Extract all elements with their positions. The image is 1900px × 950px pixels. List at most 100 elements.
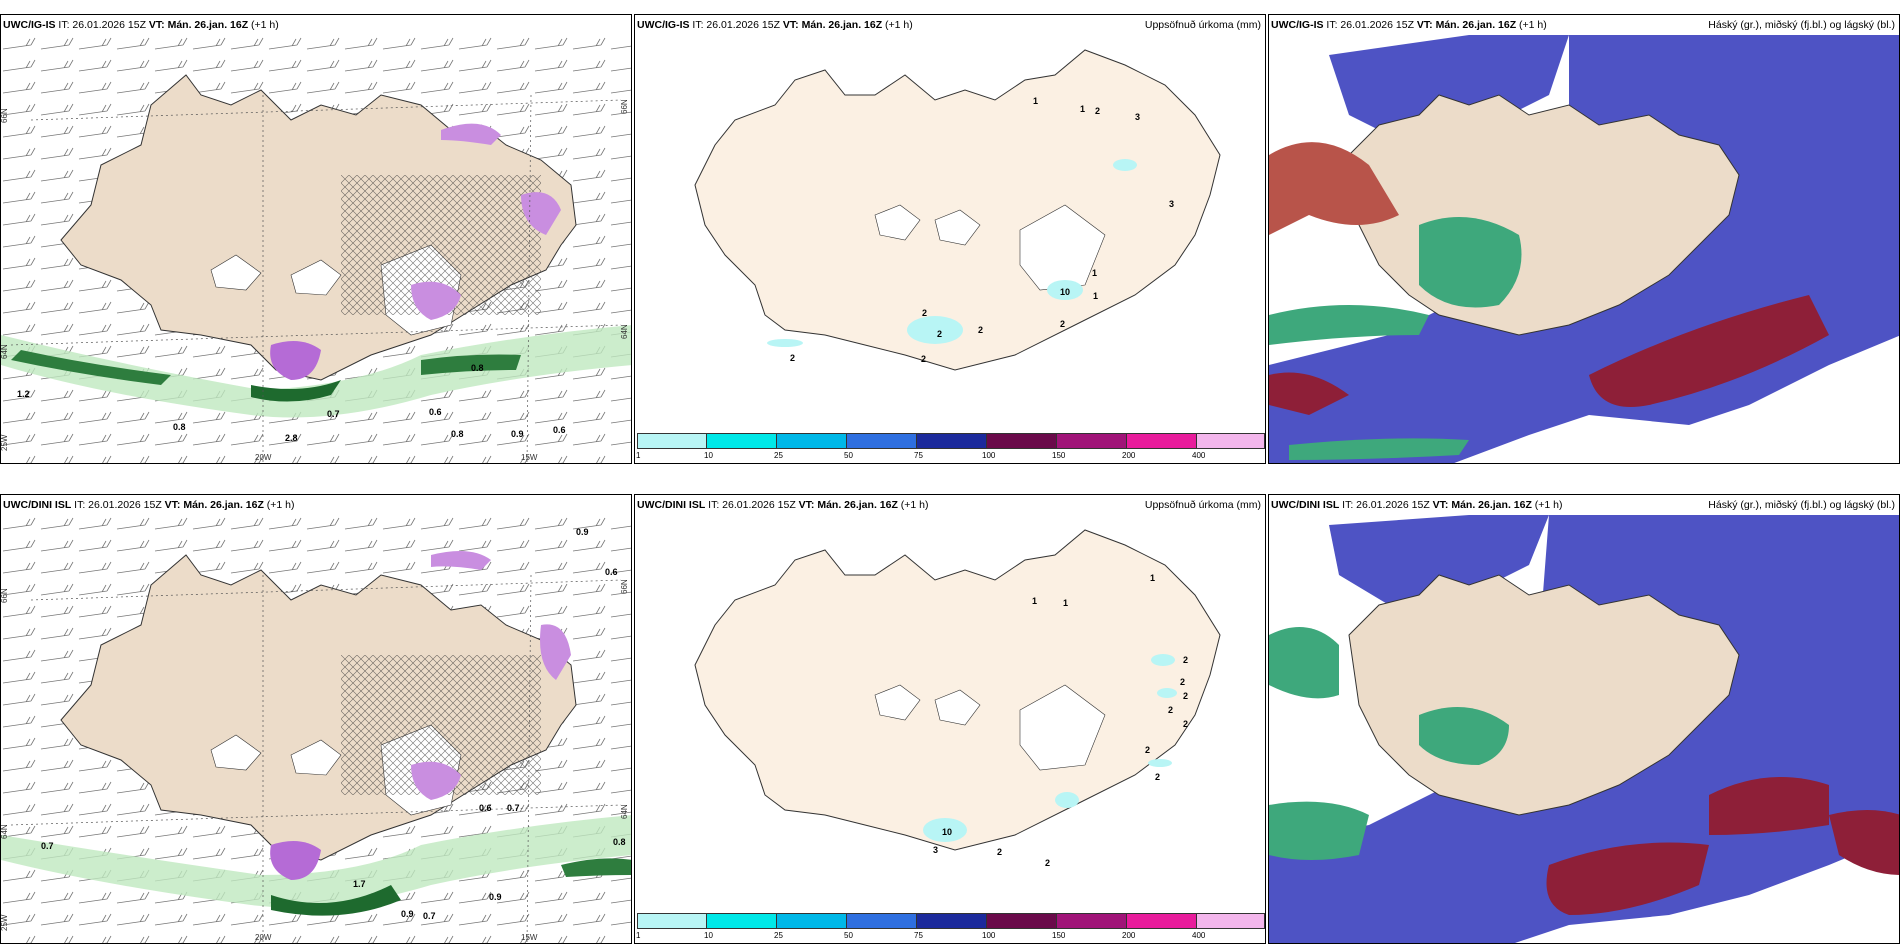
precip-value-label: 2 — [1060, 319, 1065, 329]
wind-value-label: 0.7 — [507, 803, 520, 813]
cloud-panel-row1: UWC/IG-IS IT: 26.01.2026 15Z VT: Mán. 26… — [1268, 14, 1900, 464]
panel-title: UWC/DINI ISL IT: 26.01.2026 15Z VT: Mán.… — [637, 499, 929, 511]
precip-value-label: 1 — [1092, 268, 1097, 278]
panel-title: UWC/IG-IS IT: 26.01.2026 15Z VT: Mán. 26… — [637, 19, 913, 31]
precip-value-label: 2 — [1045, 858, 1050, 868]
precip-value-label: 2 — [997, 847, 1002, 857]
lat-label: 25W — [1, 434, 9, 451]
precip-value-label: 1 — [1063, 598, 1068, 608]
colorbar-segment — [707, 433, 777, 449]
wind-value-label: 2.8 — [285, 433, 298, 443]
wind-value-label: 1.2 — [17, 389, 30, 399]
colorbar-segment — [707, 913, 777, 929]
wind-value-label: 0.7 — [327, 409, 340, 419]
wind-value-label: 0.9 — [576, 527, 589, 537]
colorbar-segment — [917, 913, 987, 929]
wind-panel-row1: UWC/IG-IS IT: 26.01.2026 15Z VT: Mán. 26… — [0, 14, 632, 464]
colorbar-tick: 200 — [1122, 931, 1136, 940]
colorbar-tick: 75 — [914, 451, 923, 460]
wind-value-label: 0.6 — [605, 567, 618, 577]
panel-title: UWC/DINI ISL IT: 26.01.2026 15Z VT: Mán.… — [1271, 499, 1563, 511]
wind-value-label: 0.8 — [471, 363, 484, 373]
precip-value-label: 3 — [1169, 199, 1174, 209]
precip-value-label: 2 — [921, 354, 926, 364]
colorbar-tick: 25 — [774, 931, 783, 940]
iceland-landmass — [694, 49, 1221, 371]
colorbar-tick: 25 — [774, 451, 783, 460]
wind-value-label: 1.7 — [353, 879, 366, 889]
precip-value-label: 3 — [933, 845, 938, 855]
wind-value-label: 0.9 — [489, 892, 502, 902]
lat-label: 64N — [620, 804, 629, 819]
colorbar-segment — [1057, 433, 1127, 449]
colorbar-tick: 400 — [1192, 931, 1206, 940]
colorbar-segment — [847, 913, 917, 929]
wind-value-label: 0.7 — [41, 841, 54, 851]
precip-value-label: 2 — [937, 329, 942, 339]
colorbar-segment — [637, 433, 707, 449]
colorbar-tick: 200 — [1122, 451, 1136, 460]
precip-value-label: 1 — [1033, 96, 1038, 106]
lat-label: 66N — [1, 108, 9, 123]
colorbar-tick: 75 — [914, 931, 923, 940]
wind-value-label: 0.8 — [613, 837, 626, 847]
colorbar-segment — [847, 433, 917, 449]
precip-value-label: 2 — [1145, 745, 1150, 755]
colorbar-segment — [637, 913, 707, 929]
precip-value-label: 1 — [1032, 596, 1037, 606]
cloud-map — [1269, 515, 1899, 943]
lon-label: 15W — [521, 933, 538, 942]
wind-map: 0.8 0.8 2.8 0.7 0.6 0.8 0.9 0.6 1.2 66N … — [1, 35, 631, 463]
wind-value-label: 0.6 — [429, 407, 442, 417]
colorbar-tick: 400 — [1192, 451, 1206, 460]
precip-value-label: 1 — [1093, 291, 1098, 301]
precip-value-label: 2 — [978, 325, 983, 335]
colorbar-segment — [917, 433, 987, 449]
precip-value-label: 1 — [1150, 573, 1155, 583]
lat-label: 66N — [620, 99, 629, 114]
colorbar-tick: 1 — [636, 931, 641, 940]
colorbar-segment — [1057, 913, 1127, 929]
panel-title: UWC/DINI ISL IT: 26.01.2026 15Z VT: Mán.… — [3, 499, 295, 511]
precip-value-label: 2 — [1168, 705, 1173, 715]
precip-value-label: 1 — [1080, 104, 1085, 114]
colorbar-tick: 10 — [704, 931, 713, 940]
panel-subtitle: Háský (gr.), miðský (fj.bl.) og lágský (… — [1708, 499, 1895, 511]
colorbar-tick: 150 — [1052, 931, 1066, 940]
precip-value-label: 10 — [1060, 287, 1070, 297]
colorbar-tick: 100 — [982, 451, 996, 460]
precip-colorbar — [637, 433, 1265, 449]
panel-subtitle: Uppsöfnuð úrkoma (mm) — [1144, 499, 1261, 511]
colorbar-segment — [987, 913, 1057, 929]
panel-subtitle: Uppsöfnuð úrkoma (mm) — [1144, 19, 1261, 31]
colorbar-segment — [777, 433, 847, 449]
precip-value-label: 2 — [1183, 691, 1188, 701]
colorbar-tick: 1 — [636, 451, 641, 460]
colorbar-tick: 50 — [844, 931, 853, 940]
colorbar-tick: 50 — [844, 451, 853, 460]
lon-label: 20W — [255, 933, 272, 942]
wind-value-label: 0.8 — [173, 422, 186, 432]
precip-value-label: 2 — [1183, 719, 1188, 729]
lon-label: 20W — [255, 453, 272, 462]
lon-label: 15W — [521, 453, 538, 462]
precip-panel-row2: UWC/DINI ISL IT: 26.01.2026 15Z VT: Mán.… — [634, 494, 1266, 944]
cloud-map — [1269, 35, 1899, 463]
panel-title: UWC/IG-IS IT: 26.01.2026 15Z VT: Mán. 26… — [3, 19, 279, 31]
lat-label: 66N — [1, 588, 9, 603]
wind-value-label: 0.6 — [553, 425, 566, 435]
lat-label: 64N — [1, 824, 9, 839]
colorbar-segment — [1127, 913, 1197, 929]
cloud-panel-row2: UWC/DINI ISL IT: 26.01.2026 15Z VT: Mán.… — [1268, 494, 1900, 944]
colorbar-segment — [987, 433, 1057, 449]
precip-value-label: 2 — [790, 353, 795, 363]
panel-subtitle: Háský (gr.), miðský (fj.bl.) og lágský (… — [1708, 19, 1895, 31]
wind-value-label: 0.8 — [451, 429, 464, 439]
wind-value-label: 0.7 — [423, 911, 436, 921]
colorbar-segment — [1197, 433, 1265, 449]
precip-map: 1 1 2 3 3 1 2 2 2 2 1 2 10 2 — [694, 49, 1221, 371]
wind-value-label: 0.9 — [511, 429, 524, 439]
iceland-landmass — [694, 529, 1221, 851]
colorbar-tick: 100 — [982, 931, 996, 940]
precip-panel-row1: UWC/IG-IS IT: 26.01.2026 15Z VT: Mán. 26… — [634, 14, 1266, 464]
